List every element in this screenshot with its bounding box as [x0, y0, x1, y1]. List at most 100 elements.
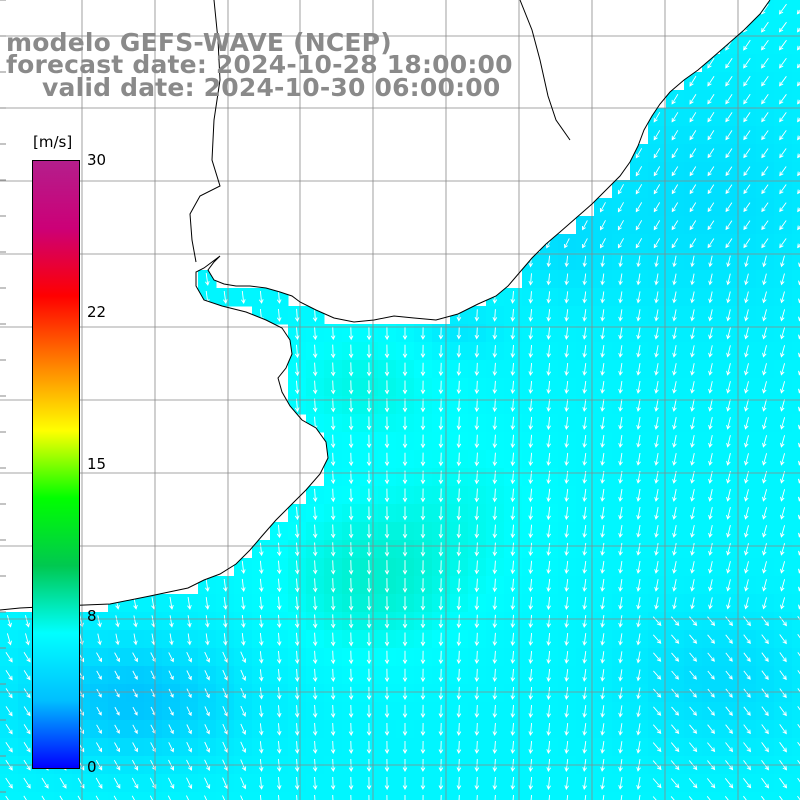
wind-arrow: [510, 434, 516, 449]
wind-arrow: [186, 724, 192, 735]
wind-arrow: [762, 291, 767, 304]
wind-arrow: [690, 363, 695, 376]
wind-arrow: [474, 776, 480, 790]
wind-arrow: [670, 796, 675, 800]
wind-arrow: [222, 688, 228, 699]
wind-arrow: [402, 506, 408, 521]
wind-arrow: [23, 706, 31, 717]
wind-arrow: [726, 291, 731, 304]
wind-arrow: [564, 651, 569, 664]
wind-arrow: [744, 291, 749, 304]
wind-arrow: [420, 632, 426, 647]
wind-arrow: [564, 705, 569, 718]
wind-arrow: [330, 434, 336, 449]
speed-cell: [234, 792, 253, 800]
wind-arrow: [600, 777, 605, 790]
wind-arrow: [761, 795, 765, 800]
wind-arrow: [492, 578, 498, 593]
wind-arrow: [797, 634, 800, 639]
wind-arrow: [330, 398, 336, 413]
wind-arrow: [653, 130, 661, 141]
wind-arrow: [5, 795, 9, 800]
wind-arrow: [528, 668, 534, 682]
wind-arrow: [654, 345, 659, 358]
wind-arrow: [438, 344, 444, 358]
wind-arrow: [168, 724, 174, 735]
wind-arrow: [654, 309, 659, 322]
wind-arrow: [708, 327, 713, 340]
wind-arrow: [223, 596, 228, 610]
wind-arrow: [726, 381, 731, 394]
wind-arrow: [797, 243, 800, 249]
wind-arrow: [797, 777, 800, 783]
wind-arrow: [708, 597, 713, 610]
wind-arrow: [456, 345, 462, 358]
wind-arrow: [744, 543, 749, 556]
wind-arrow: [492, 416, 498, 431]
wind-arrow: [726, 309, 731, 322]
wind-arrow: [510, 686, 516, 700]
wind-arrow: [456, 380, 462, 395]
wind-arrow: [258, 632, 264, 646]
wind-arrow: [366, 578, 372, 593]
wind-arrow: [725, 238, 733, 249]
wind-arrow: [672, 399, 677, 412]
wind-arrow: [726, 561, 731, 574]
speed-cell: [756, 792, 775, 800]
wind-arrow: [294, 705, 300, 718]
wind-arrow: [706, 796, 711, 800]
wind-arrow: [690, 345, 695, 358]
wind-arrow: [617, 238, 624, 249]
wind-arrow: [762, 417, 767, 430]
speed-cell: [792, 342, 800, 361]
wind-arrow: [474, 488, 480, 503]
wind-arrow: [528, 650, 534, 664]
wind-arrow: [653, 166, 661, 177]
wind-arrow: [384, 722, 390, 736]
wind-arrow: [312, 308, 318, 323]
wind-arrow: [548, 794, 551, 800]
wind-arrow: [797, 706, 800, 711]
wind-arrow: [404, 795, 406, 800]
valid-date: valid date: 2024-10-30 06:00:00: [42, 73, 501, 102]
wind-arrow: [384, 704, 390, 719]
wind-arrow: [726, 363, 731, 376]
wind-arrow: [672, 579, 677, 592]
wind-arrow: [294, 542, 300, 557]
wind-arrow: [671, 130, 679, 141]
wind-arrow: [510, 542, 516, 557]
wind-arrow: [780, 561, 786, 574]
wind-arrow: [494, 794, 496, 800]
wind-arrow: [294, 398, 300, 413]
wind-arrow: [25, 633, 30, 646]
wind-arrow: [510, 416, 516, 431]
wind-arrow: [778, 3, 787, 15]
wind-arrow: [420, 416, 426, 431]
wind-arrow: [654, 363, 659, 376]
wind-arrow: [456, 740, 462, 754]
wind-arrow: [779, 742, 787, 753]
wind-arrow: [474, 398, 480, 413]
wind-arrow: [438, 488, 444, 503]
wind-arrow: [132, 652, 138, 663]
wind-arrow: [312, 578, 318, 593]
wind-arrow: [96, 742, 103, 753]
wind-arrow: [564, 416, 569, 430]
wind-arrow: [438, 686, 444, 701]
wind-arrow: [670, 778, 680, 789]
wind-arrow: [707, 148, 715, 159]
wind-arrow: [708, 561, 713, 574]
wind-arrow: [546, 345, 551, 358]
wind-arrow: [366, 776, 372, 790]
wind-arrow: [564, 632, 569, 646]
speed-cell: [792, 288, 800, 307]
wind-arrow: [546, 524, 551, 539]
wind-arrow: [600, 578, 605, 592]
wind-arrow: [689, 706, 697, 716]
land-mask: [0, 0, 770, 610]
wind-arrow: [600, 723, 605, 736]
speed-cell: [630, 792, 649, 800]
wind-arrow: [115, 633, 120, 646]
colorbar-tick: 22: [87, 303, 107, 321]
wind-arrow: [222, 723, 228, 735]
